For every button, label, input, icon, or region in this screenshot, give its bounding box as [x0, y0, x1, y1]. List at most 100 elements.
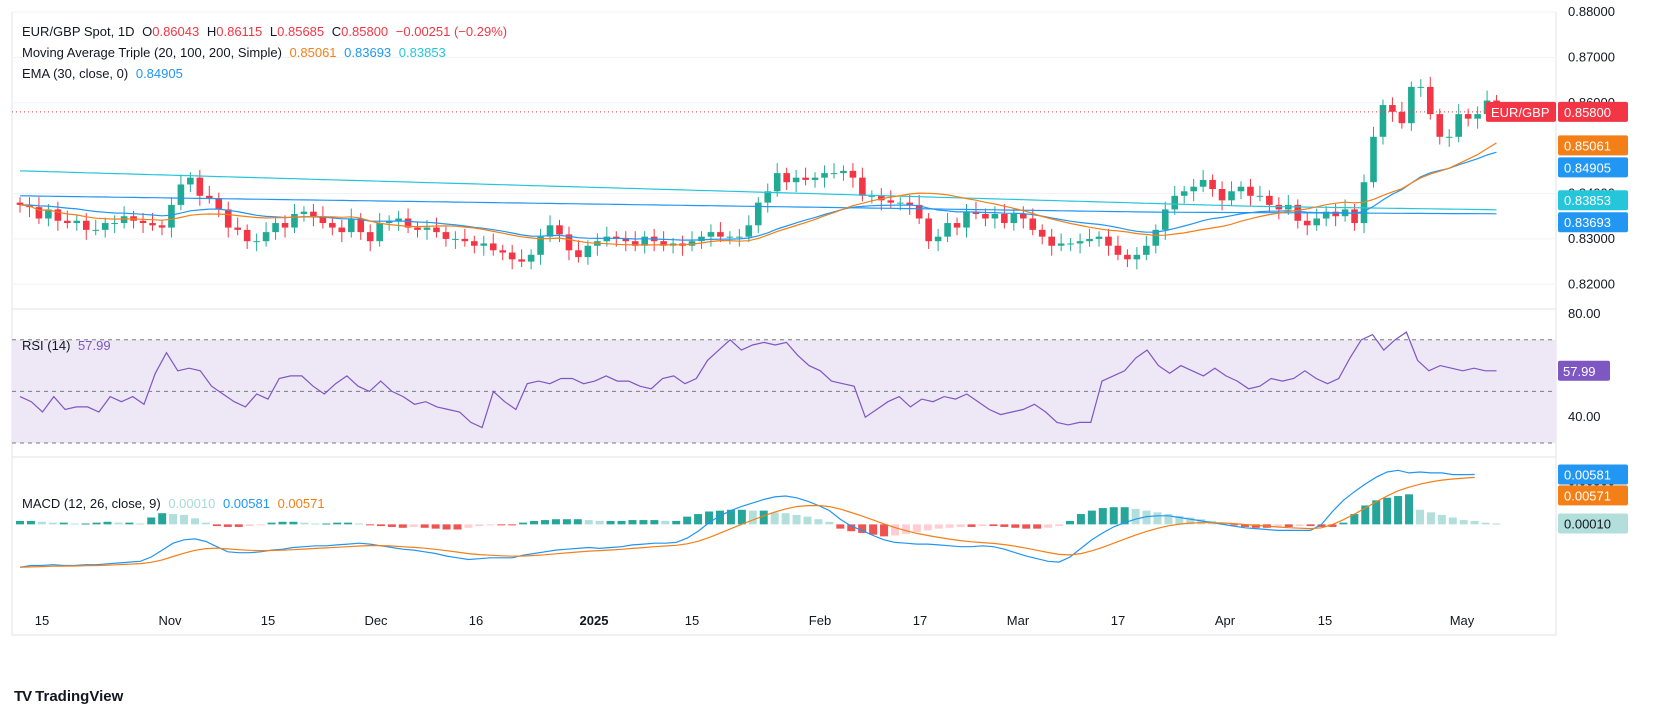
candle-body: [1086, 238, 1093, 242]
macd-hist-bar: [1011, 524, 1020, 528]
candle-body: [1426, 86, 1434, 115]
macd-hist-bar: [333, 522, 342, 525]
candle-body: [660, 241, 667, 246]
candle-body: [1351, 209, 1358, 224]
candle-body: [934, 236, 942, 242]
candle-body: [527, 254, 535, 262]
high-label: H: [206, 24, 217, 39]
brand-label: TradingView: [35, 688, 124, 705]
ma200-value: 0.83853: [398, 45, 446, 60]
macd-hist-bar: [967, 524, 976, 527]
candle-body: [1171, 195, 1179, 210]
candle-body: [811, 177, 819, 180]
candle-body: [243, 229, 251, 242]
candle-body: [489, 243, 497, 251]
candle-body: [1048, 236, 1055, 246]
candle-body: [1057, 243, 1065, 246]
candle-body: [972, 211, 980, 214]
price-legend: EUR/GBP Spot, 1D O0.86043 H0.86115 L0.85…: [22, 24, 511, 39]
candle-body: [1247, 186, 1254, 196]
candle-body: [745, 225, 753, 237]
macd-hist-bar: [1000, 524, 1009, 527]
candle-body: [1313, 218, 1321, 226]
macd-hist-bar: [551, 519, 560, 525]
candle-body: [1455, 114, 1462, 137]
candle-body: [395, 218, 402, 221]
candle-body: [537, 236, 544, 255]
macd-hist-bar: [1087, 510, 1096, 525]
candle-body: [187, 177, 194, 185]
open-value: 0.86043: [152, 24, 200, 39]
macd-hist-bar: [234, 524, 243, 527]
macd-hist-bar: [1120, 507, 1129, 525]
candle-body: [404, 218, 412, 228]
candle-body: [754, 202, 762, 226]
candle-body: [73, 220, 81, 224]
candle-body: [1445, 136, 1453, 138]
candle-body: [234, 227, 241, 230]
macd-hist-tag-value: 0.00010: [1564, 516, 1611, 531]
macd-hist-bar: [92, 522, 101, 525]
price-tick-label: 0.88000: [1568, 4, 1615, 19]
macd-hist-bar: [792, 514, 801, 525]
macd-hist-bar: [639, 520, 648, 525]
macd-hist-bar: [825, 521, 834, 525]
candle-body: [1228, 191, 1235, 201]
candle-body: [878, 195, 885, 201]
candle-body: [1266, 195, 1273, 205]
macd-hist-bar: [945, 524, 954, 528]
x-tick-label: 15: [1318, 613, 1332, 628]
candle-body: [291, 213, 298, 228]
macd-hist-tag-box: [1558, 513, 1628, 534]
candle-body: [773, 173, 781, 192]
candle-body: [224, 209, 232, 228]
macd-hist-bar: [1492, 523, 1501, 525]
macd-hist-bar: [770, 512, 779, 525]
candle-body: [262, 232, 270, 242]
x-tick-label: 2025: [580, 613, 609, 628]
candle-body: [906, 202, 914, 205]
tradingview-footer[interactable]: TV TradingView: [14, 688, 123, 705]
tradingview-logo-icon: TV: [14, 688, 32, 705]
candle-body: [953, 223, 961, 228]
candle-body: [698, 236, 705, 242]
candle-body: [300, 211, 308, 214]
candle-body: [688, 241, 696, 246]
macd-hist-bar: [223, 524, 232, 527]
macd-line-tag-value: 0.00581: [1564, 468, 1611, 483]
macd-hist-bar: [1459, 520, 1468, 525]
macd-hist-bar: [420, 524, 429, 528]
x-tick-label: Feb: [809, 613, 831, 628]
macd-hist-bar: [836, 524, 845, 529]
macd-hist-bar: [705, 511, 714, 525]
candle-body: [1029, 218, 1037, 230]
macd-hist-bar: [37, 521, 46, 525]
candle-body: [1370, 136, 1377, 183]
candle-body: [546, 225, 554, 237]
rsi-tag-value: 57.99: [1563, 364, 1596, 379]
macd-hist-bar: [880, 524, 889, 537]
macd-hist-bar: [245, 524, 254, 527]
candle-body: [499, 250, 507, 253]
macd-hist-bar: [1142, 510, 1151, 525]
macd-hist-bar: [136, 523, 145, 525]
macd-hist-bar: [442, 524, 451, 530]
candle-body: [442, 232, 450, 239]
candle-body: [1209, 179, 1216, 189]
candle-body: [272, 223, 279, 233]
macd-hist-bar: [847, 524, 856, 532]
candle-body: [840, 170, 847, 174]
candle-body: [101, 223, 109, 230]
macd-hist-bar: [1033, 524, 1042, 529]
candle-body: [1190, 186, 1197, 192]
x-tick-label: 15: [261, 613, 275, 628]
candle-body: [1010, 213, 1018, 224]
macd-hist-bar: [519, 522, 528, 525]
macd-hist-bar: [201, 522, 210, 525]
candle-body: [584, 245, 592, 258]
candle-body: [982, 213, 989, 219]
macd-hist-bar: [497, 524, 506, 526]
macd-hist-bar: [289, 521, 298, 525]
macd-hist-value: 0.00010: [168, 496, 216, 511]
macd-hist-bar: [278, 521, 287, 525]
